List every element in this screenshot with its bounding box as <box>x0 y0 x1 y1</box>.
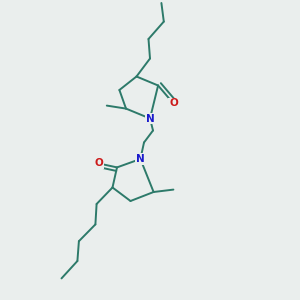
Text: O: O <box>169 98 178 109</box>
Text: N: N <box>146 113 154 124</box>
Text: N: N <box>136 154 145 164</box>
Text: O: O <box>94 158 103 169</box>
